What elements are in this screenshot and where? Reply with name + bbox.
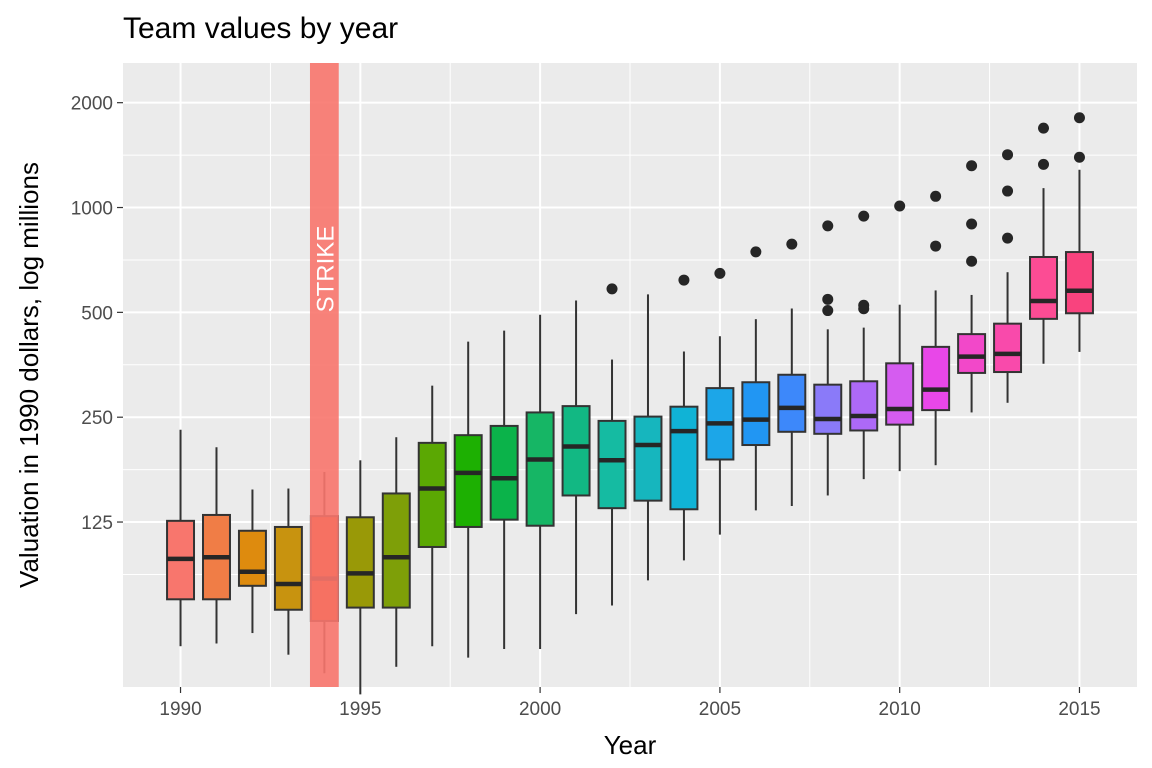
x-tick-label: 2015 (1058, 699, 1100, 720)
strike-annotation: STRIKE (309, 63, 339, 687)
box-2007 (777, 238, 807, 506)
box-2013 (993, 149, 1023, 403)
box-iqr (561, 405, 591, 497)
outlier-point (858, 299, 870, 311)
box-2012 (957, 160, 987, 413)
box-2003 (633, 294, 663, 581)
outlier-point (930, 190, 942, 202)
box-1996 (381, 437, 411, 667)
outlier-point (858, 210, 870, 222)
box-iqr (633, 415, 663, 502)
outlier-point (894, 200, 906, 212)
outlier-point (930, 240, 942, 252)
y-tick-label: 250 (81, 408, 113, 429)
y-axis-title: Valuation in 1990 dollars, log millions (14, 162, 44, 588)
box-iqr (237, 529, 267, 587)
x-tick-label: 2010 (879, 699, 921, 720)
x-tick-label: 2000 (519, 699, 561, 720)
box-iqr (597, 419, 627, 510)
box-iqr (741, 381, 771, 447)
x-axis-title: Year (604, 730, 657, 760)
box-1997 (417, 385, 447, 647)
box-series (166, 112, 1094, 695)
box-2009 (849, 210, 879, 480)
box-2002 (597, 283, 627, 606)
box-iqr (417, 441, 447, 548)
box-2005 (705, 267, 735, 535)
strike-label: STRIKE (312, 226, 339, 313)
outlier-point (966, 218, 978, 230)
box-iqr (993, 322, 1023, 374)
outlier-point (966, 255, 978, 267)
outlier-point (606, 283, 618, 295)
outlier-point (786, 238, 798, 250)
box-2006 (741, 246, 771, 511)
box-iqr (525, 411, 555, 527)
box-1998 (453, 341, 483, 658)
outlier-point (822, 220, 834, 232)
outlier-point (750, 246, 762, 258)
outlier-point (678, 274, 690, 286)
box-1993 (273, 488, 303, 655)
box-1999 (489, 330, 519, 649)
box-iqr (453, 434, 483, 528)
grid-major (123, 63, 1137, 687)
box-1990 (166, 429, 196, 647)
outlier-point (822, 293, 834, 305)
box-iqr (885, 362, 915, 426)
box-iqr (813, 383, 843, 435)
box-iqr (777, 373, 807, 433)
y-tick-label: 125 (81, 513, 113, 534)
strike-band (309, 63, 339, 687)
box-2001 (561, 300, 591, 615)
outlier-point (1038, 122, 1050, 134)
box-2015 (1064, 112, 1094, 352)
x-tick-label: 2005 (699, 699, 741, 720)
box-2004 (669, 274, 699, 561)
x-axis: 1990 1995 2000 2005 2010 2015 (159, 687, 1101, 720)
box-iqr (489, 424, 519, 521)
box-1992 (237, 489, 267, 634)
box-iqr (1064, 251, 1094, 315)
outlier-point (714, 267, 726, 279)
box-iqr (669, 405, 699, 511)
box-iqr (849, 380, 879, 432)
outlier-point (1002, 185, 1014, 197)
outlier-point (1073, 112, 1085, 124)
box-1995 (345, 460, 375, 695)
box-2000 (525, 314, 555, 649)
y-tick-label: 500 (81, 303, 113, 324)
x-tick-label: 1990 (159, 699, 201, 720)
box-iqr (1029, 255, 1058, 320)
box-iqr (957, 333, 987, 374)
outlier-point (1038, 158, 1050, 170)
box-iqr (381, 492, 411, 609)
outlier-point (1002, 149, 1014, 161)
box-2011 (921, 190, 951, 466)
box-2008 (813, 220, 843, 496)
outlier-point (1073, 151, 1085, 163)
outlier-point (1002, 232, 1014, 244)
box-2010 (885, 200, 915, 472)
x-tick-label: 1995 (339, 699, 381, 720)
y-tick-label: 1000 (71, 199, 113, 220)
outlier-point (966, 160, 978, 172)
box-iqr (921, 345, 951, 412)
chart-title: Team values by year (123, 12, 398, 45)
box-1991 (202, 447, 231, 644)
y-axis: 125 250 500 1000 2000 (71, 94, 123, 534)
box-2014 (1029, 122, 1058, 364)
box-iqr (345, 516, 375, 609)
outlier-point (822, 305, 834, 317)
y-tick-label: 2000 (71, 94, 113, 115)
box-iqr (273, 525, 303, 611)
